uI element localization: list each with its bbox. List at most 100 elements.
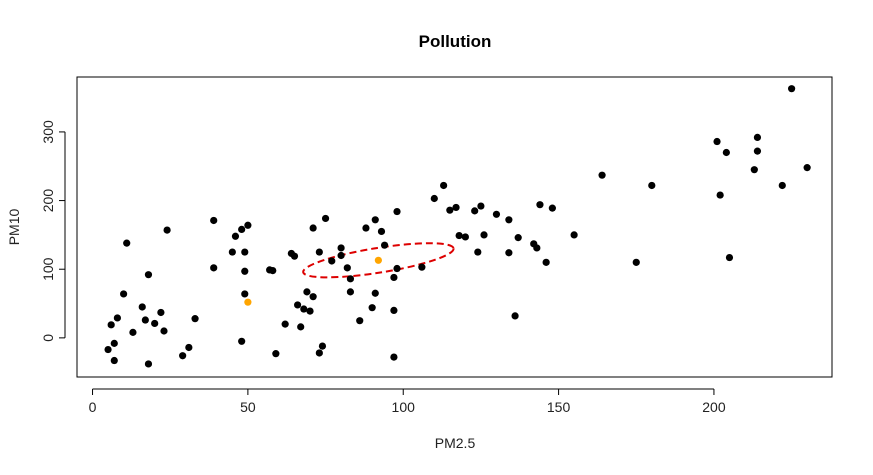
annotation-layer — [302, 242, 455, 279]
data-point — [471, 207, 479, 215]
data-point — [315, 349, 323, 357]
x-tick-label: 0 — [89, 399, 97, 415]
plot-frame — [76, 76, 833, 378]
data-point — [713, 137, 721, 146]
data-point — [418, 263, 426, 271]
x-tick-label: 150 — [547, 399, 571, 415]
data-point — [368, 304, 376, 312]
data-point — [290, 252, 299, 260]
data-point — [377, 227, 386, 236]
data-point — [328, 257, 336, 265]
data-point — [123, 239, 131, 247]
data-point — [346, 275, 355, 283]
data-point — [306, 307, 314, 315]
data-point — [337, 251, 345, 260]
data-point — [778, 181, 786, 190]
x-tick-label: 100 — [392, 399, 416, 415]
data-point — [210, 216, 218, 225]
data-point — [362, 224, 370, 232]
data-point — [598, 171, 606, 179]
data-point — [297, 323, 305, 331]
data-point — [303, 288, 311, 296]
data-point — [390, 306, 398, 315]
data-point — [750, 166, 758, 174]
data-point — [293, 301, 302, 309]
data-point — [228, 248, 236, 256]
data-point — [110, 339, 118, 347]
y-tick-label: 200 — [40, 189, 56, 213]
data-point — [144, 271, 153, 279]
data-point — [160, 327, 168, 335]
data-point — [191, 315, 199, 323]
data-point — [505, 216, 513, 224]
x-axis: 0 50 100 150 200 — [89, 388, 726, 415]
data-point — [461, 233, 469, 241]
data-point — [371, 289, 379, 297]
data-point — [440, 181, 448, 190]
data-point — [346, 288, 355, 296]
highlighted-point — [374, 256, 382, 264]
data-point — [452, 203, 460, 212]
data-point — [393, 207, 401, 216]
data-point — [474, 248, 482, 256]
data-point — [107, 321, 115, 329]
data-point — [110, 356, 118, 365]
data-point — [300, 305, 308, 313]
data-point — [511, 312, 519, 320]
data-point — [238, 225, 246, 234]
data-point — [648, 181, 656, 190]
data-point — [542, 258, 550, 266]
data-point — [120, 290, 128, 298]
data-point — [272, 350, 280, 358]
y-tick-label: 0 — [40, 334, 56, 342]
data-point — [179, 352, 187, 360]
y-tick-label: 100 — [40, 257, 56, 281]
highlighted-point — [244, 298, 252, 306]
data-point — [455, 231, 463, 240]
data-point — [231, 232, 240, 240]
data-point — [390, 273, 398, 282]
x-tick-label: 200 — [702, 399, 726, 415]
data-point — [548, 204, 556, 212]
data-points — [104, 85, 811, 368]
data-point — [570, 231, 578, 239]
data-point — [371, 216, 379, 224]
y-axis-label: PM10 — [6, 209, 22, 246]
data-point — [446, 206, 454, 214]
y-tick-label: 300 — [40, 120, 56, 144]
y-axis: 0 100 200 300 — [40, 120, 66, 342]
data-point — [393, 264, 401, 273]
data-point — [505, 249, 513, 257]
data-point — [104, 345, 112, 354]
data-point — [129, 328, 137, 336]
data-point — [309, 224, 317, 232]
data-point — [151, 319, 159, 328]
data-point — [753, 147, 762, 155]
data-point — [113, 314, 121, 322]
data-point — [241, 290, 249, 298]
data-point — [803, 164, 811, 172]
data-point — [141, 316, 149, 324]
data-point — [480, 231, 488, 239]
data-point — [309, 293, 317, 301]
data-point — [241, 267, 249, 275]
data-point — [315, 248, 323, 256]
data-point — [281, 320, 289, 328]
data-point — [337, 244, 345, 252]
x-tick-label: 50 — [240, 399, 256, 415]
data-point — [185, 343, 193, 352]
data-point — [430, 194, 438, 203]
chart-title: Pollution — [419, 32, 492, 51]
data-point — [632, 258, 640, 266]
data-point — [144, 360, 153, 368]
data-point — [492, 210, 501, 218]
data-point — [380, 241, 389, 249]
data-point — [138, 303, 146, 311]
data-point — [163, 226, 171, 234]
data-point — [210, 264, 218, 272]
data-point — [536, 201, 544, 209]
x-axis-label: PM2.5 — [435, 435, 476, 451]
data-point — [753, 133, 762, 142]
data-point — [241, 248, 249, 256]
